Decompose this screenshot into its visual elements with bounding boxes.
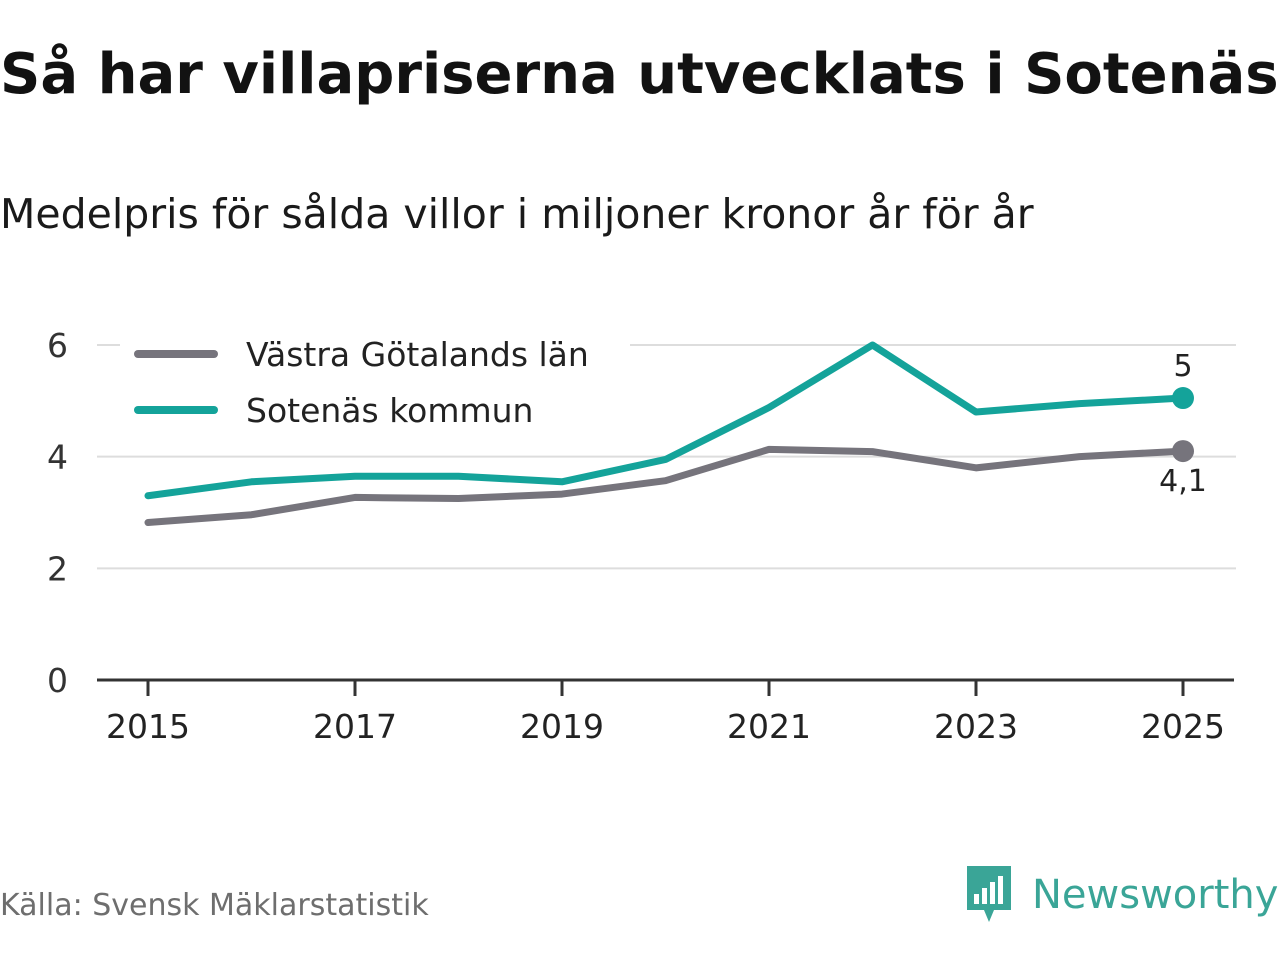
chart-subtitle: Medelpris för sålda villor i miljoner kr… xyxy=(0,190,1034,238)
end-point-region xyxy=(1172,440,1194,463)
x-tick-label: 2025 xyxy=(1141,707,1225,746)
y-tick-label: 6 xyxy=(47,326,68,365)
x-tick-label: 2015 xyxy=(106,707,190,746)
x-tick-label: 2019 xyxy=(520,707,604,746)
y-tick-label: 2 xyxy=(47,549,68,588)
brand-name: Newsworthy xyxy=(1032,872,1279,918)
brand-logo: Newsworthy xyxy=(964,864,1278,926)
end-point-municipality xyxy=(1172,387,1194,410)
x-tick-label: 2021 xyxy=(727,707,811,746)
legend-backdrop xyxy=(120,326,630,436)
series-line-municipality xyxy=(144,341,1187,500)
newsworthy-icon xyxy=(967,866,1011,922)
source-note: Källa: Svensk Mäklarstatistik xyxy=(0,888,429,923)
legend-label-region: Västra Götalands län xyxy=(246,335,589,374)
x-tick-label: 2023 xyxy=(934,707,1018,746)
y-tick-label: 4 xyxy=(47,438,68,477)
x-tick-label: 2017 xyxy=(313,707,397,746)
end-label-region: 4,1 xyxy=(1159,464,1207,499)
end-label-municipality: 5 xyxy=(1173,349,1192,384)
legend-label-municipality: Sotenäs kommun xyxy=(246,391,533,430)
series-line-region xyxy=(144,445,1187,527)
y-tick-label: 0 xyxy=(47,661,68,700)
chart-title: Så har villapriserna utvecklats i Sotenä… xyxy=(0,42,1279,107)
